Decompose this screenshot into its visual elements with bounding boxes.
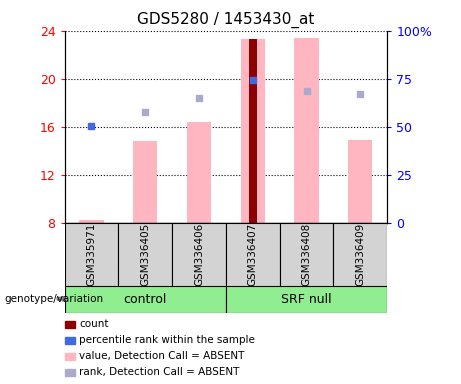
Bar (79, 220, 104, 223)
Bar (133, 141, 157, 223)
Text: GSM336409: GSM336409 (355, 223, 366, 286)
Text: percentile rank within the sample: percentile rank within the sample (79, 335, 255, 345)
Bar (333, 223, 387, 286)
Text: GSM336406: GSM336406 (194, 223, 204, 286)
Bar (65, 223, 118, 286)
Title: GDS5280 / 1453430_at: GDS5280 / 1453430_at (137, 12, 314, 28)
Text: GSM336405: GSM336405 (140, 223, 150, 286)
Bar (65, 286, 226, 313)
Text: GSM336408: GSM336408 (301, 223, 312, 286)
Bar (118, 223, 172, 286)
Bar (280, 223, 333, 286)
Text: GSM336407: GSM336407 (248, 223, 258, 286)
Text: rank, Detection Call = ABSENT: rank, Detection Call = ABSENT (79, 367, 240, 377)
Bar (295, 38, 319, 223)
Bar (348, 140, 372, 223)
Text: count: count (79, 319, 109, 329)
Bar (249, 39, 257, 223)
Text: GSM335971: GSM335971 (86, 223, 96, 286)
Text: SRF null: SRF null (281, 293, 332, 306)
Text: value, Detection Call = ABSENT: value, Detection Call = ABSENT (79, 351, 245, 361)
Bar (226, 286, 387, 313)
Bar (241, 39, 265, 223)
Bar (187, 122, 211, 223)
Text: control: control (124, 293, 167, 306)
Bar (172, 223, 226, 286)
Text: genotype/variation: genotype/variation (5, 294, 104, 304)
Bar (226, 223, 280, 286)
